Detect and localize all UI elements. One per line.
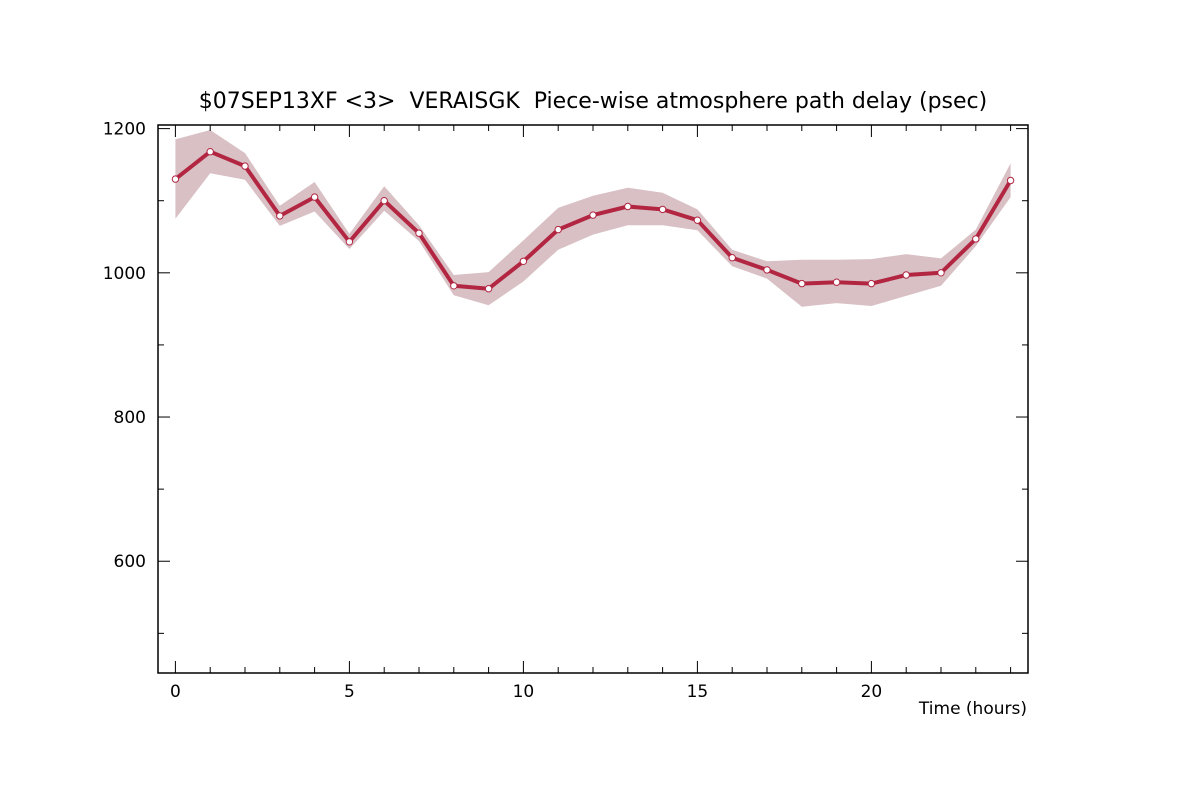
data-point: [624, 202, 632, 211]
x-tick-label: 5: [344, 682, 355, 702]
data-point: [1006, 176, 1015, 185]
x-tick-label: 20: [861, 682, 883, 702]
plot-layer: [171, 130, 1015, 307]
data-point: [902, 271, 910, 279]
y-tick-label: 1000: [103, 264, 146, 284]
y-tick-label: 1200: [103, 120, 146, 140]
data-point: [450, 282, 458, 290]
data-point: [798, 279, 806, 288]
chart-title: $07SEP13XF <3> VERAISGK Piece-wise atmos…: [199, 89, 987, 114]
data-point: [554, 225, 562, 234]
x-tick-label: 0: [170, 682, 181, 702]
data-point: [484, 285, 493, 293]
data-point: [519, 257, 528, 265]
x-tick-label: 15: [687, 682, 709, 702]
data-point: [763, 266, 771, 274]
x-tick-label: 10: [513, 682, 535, 702]
data-point: [310, 193, 319, 201]
data-point: [937, 269, 945, 277]
data-point: [589, 211, 597, 219]
data-point: [241, 162, 249, 170]
data-point: [832, 278, 841, 286]
data-point: [206, 148, 214, 156]
data-point: [345, 238, 354, 246]
y-tick-label: 600: [114, 552, 146, 572]
y-tick-label: 800: [114, 408, 146, 428]
axis-ticks: 0 5 10 15 20 600 800 1000 1200: [103, 120, 1028, 702]
data-point: [380, 197, 388, 205]
data-point: [658, 205, 667, 214]
data-point: [693, 216, 702, 224]
data-point: [728, 254, 736, 262]
data-point: [171, 175, 180, 183]
x-axis-label: Time (hours): [918, 699, 1027, 719]
data-point: [415, 229, 423, 237]
data-point: [972, 235, 980, 243]
data-point: [276, 212, 284, 220]
data-point: [867, 279, 876, 288]
